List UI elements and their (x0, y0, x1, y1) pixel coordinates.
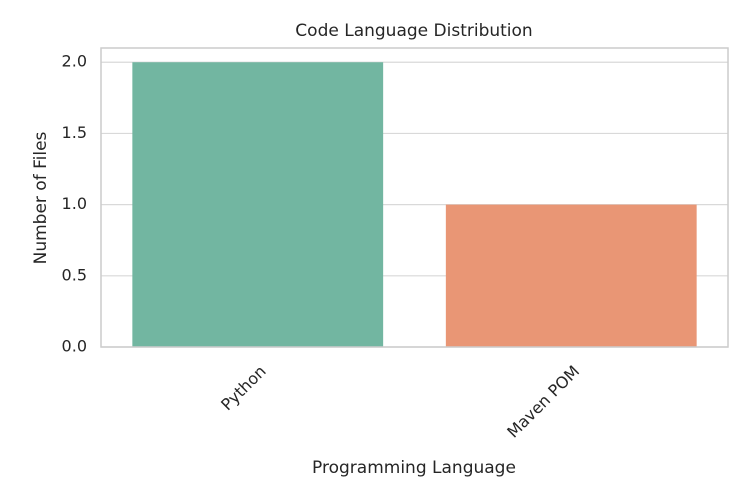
y-axis-label: Number of Files (31, 131, 51, 264)
y-tick-label: 1.0 (62, 194, 87, 213)
y-tick-label: 1.5 (62, 123, 87, 142)
bar (132, 62, 384, 347)
y-tick-label: 0.5 (62, 265, 87, 284)
plot-frame (100, 47, 729, 348)
bar (445, 204, 697, 347)
x-tick-label: Python (217, 362, 270, 415)
x-axis-label: Programming Language (312, 458, 516, 478)
y-tick-label: 0.0 (62, 337, 87, 356)
chart-title: Code Language Distribution (295, 21, 532, 41)
y-tick-label: 2.0 (62, 52, 87, 71)
x-tick-label: Maven POM (503, 362, 583, 442)
